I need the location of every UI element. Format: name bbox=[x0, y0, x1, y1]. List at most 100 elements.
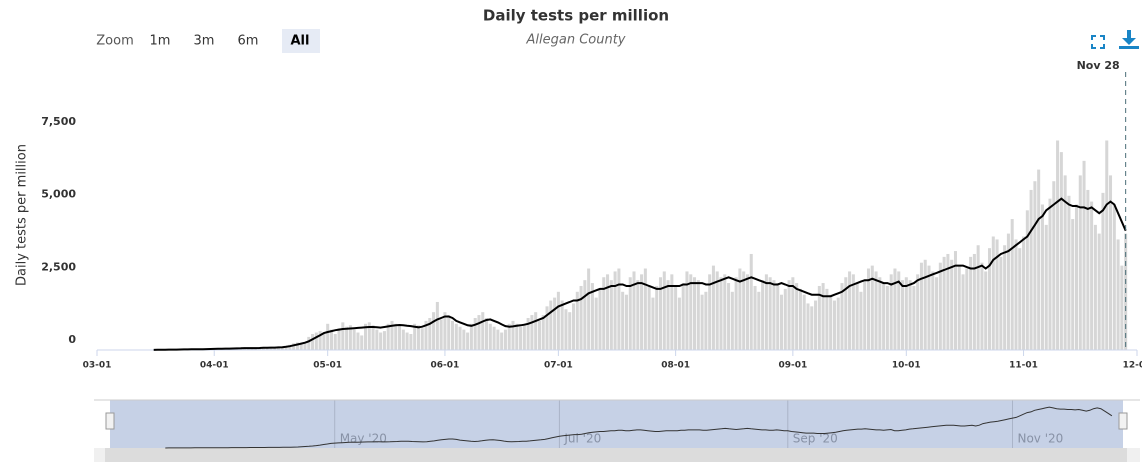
x-tick-label: 12-01 bbox=[1123, 361, 1142, 371]
bar bbox=[575, 291, 579, 350]
bar bbox=[579, 285, 583, 350]
navigator-handle[interactable] bbox=[1118, 412, 1128, 430]
bar bbox=[519, 326, 523, 350]
bar bbox=[738, 268, 742, 350]
bar bbox=[288, 344, 292, 350]
bar bbox=[382, 331, 386, 350]
bar bbox=[413, 323, 417, 350]
bar bbox=[432, 312, 436, 350]
bar bbox=[549, 300, 553, 350]
bar bbox=[1067, 195, 1071, 350]
bar bbox=[685, 271, 689, 350]
bar bbox=[348, 325, 352, 350]
bar bbox=[693, 277, 697, 350]
bar bbox=[825, 288, 829, 350]
range-button[interactable]: 6m bbox=[238, 34, 259, 49]
x-tick-label: 03-01 bbox=[83, 361, 112, 371]
bar bbox=[621, 291, 625, 350]
bar bbox=[628, 277, 632, 350]
bar bbox=[295, 342, 299, 350]
bar bbox=[980, 262, 984, 350]
bar bbox=[897, 271, 901, 350]
range-button[interactable]: All bbox=[291, 34, 310, 49]
x-tick-label: 07-01 bbox=[544, 361, 573, 371]
bar bbox=[791, 277, 795, 350]
x-tick-label: 10-01 bbox=[892, 361, 921, 371]
bar bbox=[851, 274, 855, 350]
bar bbox=[674, 285, 678, 350]
bar bbox=[681, 283, 685, 350]
range-button[interactable]: 3m bbox=[194, 34, 215, 49]
bar bbox=[329, 329, 333, 350]
x-tick-label: 06-01 bbox=[431, 361, 460, 371]
bar bbox=[1003, 245, 1007, 350]
bar bbox=[972, 253, 976, 350]
bar bbox=[976, 245, 980, 350]
bar bbox=[284, 345, 288, 350]
bar bbox=[1074, 204, 1079, 350]
bar bbox=[779, 294, 784, 350]
zoom-label: Zoom bbox=[96, 34, 133, 49]
bar bbox=[314, 332, 318, 350]
bar bbox=[802, 294, 806, 350]
bar bbox=[1029, 189, 1033, 350]
bar bbox=[333, 333, 337, 350]
bar bbox=[526, 317, 530, 350]
x-tick-label: 04-01 bbox=[200, 361, 229, 371]
bar bbox=[405, 332, 409, 350]
bar bbox=[817, 285, 821, 350]
bar bbox=[450, 320, 455, 350]
bar bbox=[360, 335, 364, 350]
bar bbox=[708, 274, 712, 350]
range-button[interactable]: 1m bbox=[150, 34, 171, 49]
bar bbox=[878, 277, 882, 350]
bar bbox=[424, 320, 428, 350]
bar bbox=[394, 323, 398, 350]
bar bbox=[503, 329, 507, 350]
bar bbox=[1014, 239, 1018, 350]
bar bbox=[745, 274, 749, 350]
bar bbox=[496, 329, 500, 350]
bar bbox=[439, 319, 443, 350]
bar bbox=[428, 317, 432, 350]
bar bbox=[299, 344, 303, 350]
bar bbox=[390, 320, 394, 350]
bar bbox=[1037, 169, 1041, 350]
bar bbox=[935, 277, 939, 350]
bar bbox=[447, 315, 451, 350]
bar bbox=[363, 323, 368, 350]
bar bbox=[923, 259, 927, 350]
bar bbox=[950, 259, 954, 350]
bar bbox=[1056, 140, 1060, 350]
y-tick-label: 7,500 bbox=[41, 115, 76, 128]
fullscreen-icon[interactable] bbox=[1091, 35, 1105, 49]
bar bbox=[352, 329, 356, 350]
bar bbox=[1109, 175, 1113, 350]
bar bbox=[1018, 248, 1022, 350]
chart-title: Daily tests per million bbox=[483, 7, 669, 25]
bar bbox=[1059, 152, 1063, 350]
bar bbox=[969, 256, 973, 350]
bar bbox=[326, 323, 330, 350]
navigator-handle[interactable] bbox=[105, 412, 115, 430]
download-icon[interactable] bbox=[1119, 30, 1139, 49]
bar bbox=[953, 251, 957, 350]
bar bbox=[469, 323, 473, 350]
range-button-bg bbox=[282, 29, 320, 53]
bar bbox=[927, 265, 931, 350]
bar bbox=[840, 283, 844, 350]
bar bbox=[375, 329, 379, 350]
navigator-mask[interactable] bbox=[110, 400, 1123, 448]
bar bbox=[488, 323, 492, 350]
bar bbox=[481, 312, 485, 350]
bar bbox=[742, 271, 746, 350]
bar bbox=[908, 280, 912, 350]
bar bbox=[1010, 219, 1014, 350]
scrollbar-thumb[interactable] bbox=[105, 448, 1127, 462]
bar bbox=[583, 280, 587, 350]
bar bbox=[1022, 236, 1026, 350]
bar bbox=[530, 315, 534, 350]
bar bbox=[655, 285, 659, 350]
bar bbox=[995, 239, 999, 350]
bar bbox=[859, 291, 863, 350]
